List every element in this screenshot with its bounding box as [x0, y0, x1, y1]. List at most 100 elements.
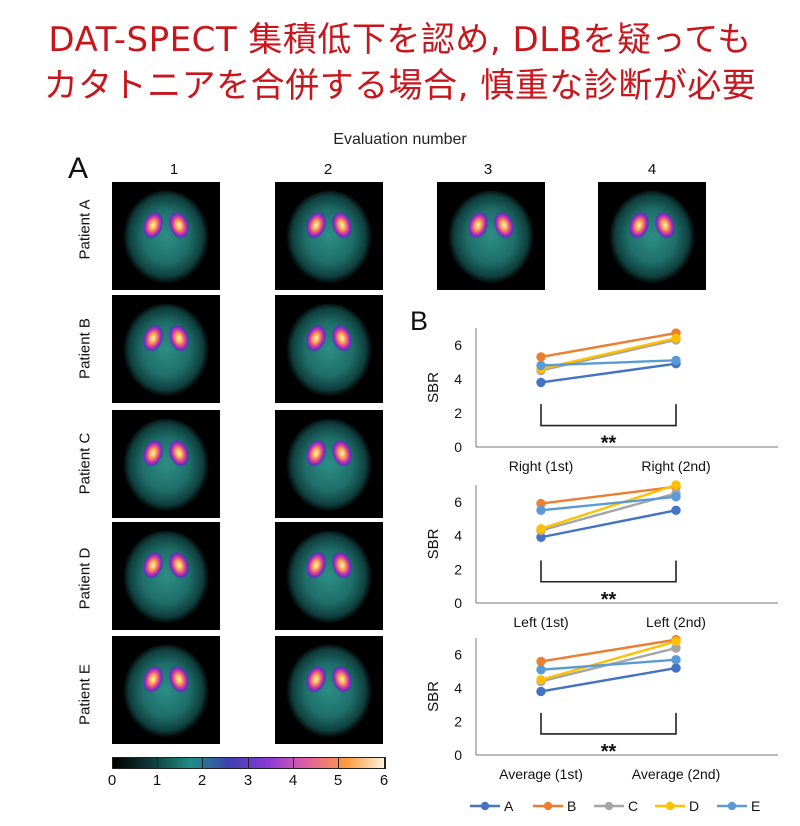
- panel-b-label: B: [410, 306, 429, 336]
- data-point-d: [671, 636, 681, 647]
- colorbar-tick-mark: [112, 757, 113, 769]
- column-number-4: 4: [647, 161, 657, 178]
- y-tick-label: 6: [454, 337, 462, 353]
- series-line-a: [540, 509, 677, 539]
- spect-scan-image: [112, 522, 220, 630]
- y-tick-label: 0: [454, 747, 462, 763]
- colorbar-tick-label: 6: [379, 772, 389, 789]
- spect-scan-image: [275, 410, 383, 518]
- colorbar-gradient: [112, 757, 386, 769]
- legend-marker-e: [727, 801, 737, 811]
- data-point-c: [536, 525, 546, 536]
- spect-scan-image: [112, 295, 220, 403]
- series-line-e: [540, 658, 677, 671]
- significance-marker: **: [601, 433, 617, 455]
- column-number-3: 3: [483, 161, 493, 178]
- legend-marker-c: [604, 801, 614, 811]
- spect-scan-image: [437, 182, 545, 290]
- data-point-a: [671, 505, 681, 515]
- y-tick-label: 4: [454, 371, 462, 387]
- y-tick-label: 4: [454, 680, 462, 696]
- y-tick-label: 0: [454, 439, 462, 455]
- spect-scan-image: [275, 295, 383, 403]
- y-tick-label: 2: [454, 561, 462, 577]
- spect-scan-image: [112, 182, 220, 290]
- x-category-label: Average (1st): [499, 766, 583, 782]
- spect-scan-image: [598, 182, 706, 290]
- y-tick-label: 2: [454, 714, 462, 730]
- y-tick-label: 2: [454, 405, 462, 421]
- x-category-label: Right (2nd): [641, 458, 710, 474]
- row-label-patient-e: Patient E: [76, 664, 94, 725]
- colorbar-tick-mark: [157, 757, 158, 769]
- data-point-d: [536, 675, 546, 685]
- data-point-b: [671, 634, 681, 645]
- colorbar-tick-label: 1: [152, 772, 162, 789]
- series-line-c: [540, 338, 677, 372]
- series-line-e: [540, 495, 677, 512]
- data-point-a: [536, 377, 546, 388]
- colorbar-tick-mark: [338, 757, 339, 769]
- data-point-a: [536, 686, 546, 697]
- row-label-patient-d: Patient D: [76, 547, 94, 610]
- spect-scan-image: [275, 182, 383, 290]
- data-point-e: [671, 655, 681, 665]
- series-line-a: [540, 666, 677, 693]
- legend-label-c: C: [628, 798, 638, 814]
- colorbar-tick-label: 0: [107, 772, 117, 789]
- data-point-a: [536, 532, 546, 542]
- data-point-e: [536, 360, 546, 371]
- series-line-a: [540, 362, 677, 384]
- series-line-e: [540, 359, 677, 367]
- series-line-d: [540, 640, 677, 681]
- series-line-b: [540, 485, 677, 505]
- legend-label-b: B: [567, 798, 576, 814]
- y-axis-label: SBR: [425, 528, 442, 559]
- panel-a-label: A: [68, 152, 89, 185]
- colorbar-tick-label: 4: [288, 772, 298, 789]
- legend-marker-a: [480, 801, 490, 811]
- legend-marker-d: [665, 801, 675, 811]
- series-line-c: [540, 646, 677, 683]
- colorbar-tick-mark: [202, 757, 203, 769]
- spect-scan-image: [275, 522, 383, 630]
- row-label-patient-a: Patient A: [76, 199, 94, 260]
- y-tick-label: 6: [454, 494, 462, 510]
- data-point-b: [536, 656, 546, 667]
- data-point-a: [671, 359, 681, 369]
- x-category-label: Right (1st): [509, 458, 574, 474]
- series-line-c: [540, 492, 677, 532]
- legend-label-a: A: [504, 798, 514, 814]
- x-category-label: Left (2nd): [646, 614, 706, 630]
- data-point-e: [671, 355, 681, 365]
- legend-label-d: D: [689, 798, 699, 814]
- y-tick-label: 4: [454, 528, 462, 544]
- y-tick-label: 6: [454, 647, 462, 663]
- colorbar-tick-label: 5: [333, 772, 343, 789]
- series-line-d: [540, 337, 677, 370]
- data-point-c: [536, 676, 546, 687]
- y-axis-label: SBR: [425, 681, 442, 712]
- data-point-c: [671, 643, 681, 653]
- data-point-e: [671, 492, 681, 502]
- data-point-a: [671, 663, 681, 673]
- data-point-e: [536, 665, 546, 675]
- data-point-e: [536, 505, 546, 515]
- significance-marker: **: [601, 589, 617, 611]
- x-category-label: Average (2nd): [632, 766, 720, 782]
- column-number-2: 2: [323, 161, 333, 178]
- colorbar-tick-label: 3: [243, 772, 253, 789]
- headline-line-2: カタトニアを合併する場合, 慎重な診断が必要: [43, 66, 757, 106]
- legend-marker-b: [543, 801, 553, 811]
- y-tick-label: 0: [454, 595, 462, 611]
- evaluation-number-title: Evaluation number: [333, 131, 467, 148]
- data-point-c: [671, 488, 681, 499]
- spect-scan-image: [275, 636, 383, 744]
- colorbar-tick-label: 2: [197, 772, 207, 789]
- y-axis-label: SBR: [425, 372, 442, 403]
- x-category-label: Left (1st): [513, 614, 568, 630]
- data-point-b: [536, 498, 546, 509]
- column-number-1: 1: [169, 161, 179, 178]
- data-point-b: [671, 481, 681, 492]
- data-point-d: [671, 480, 681, 490]
